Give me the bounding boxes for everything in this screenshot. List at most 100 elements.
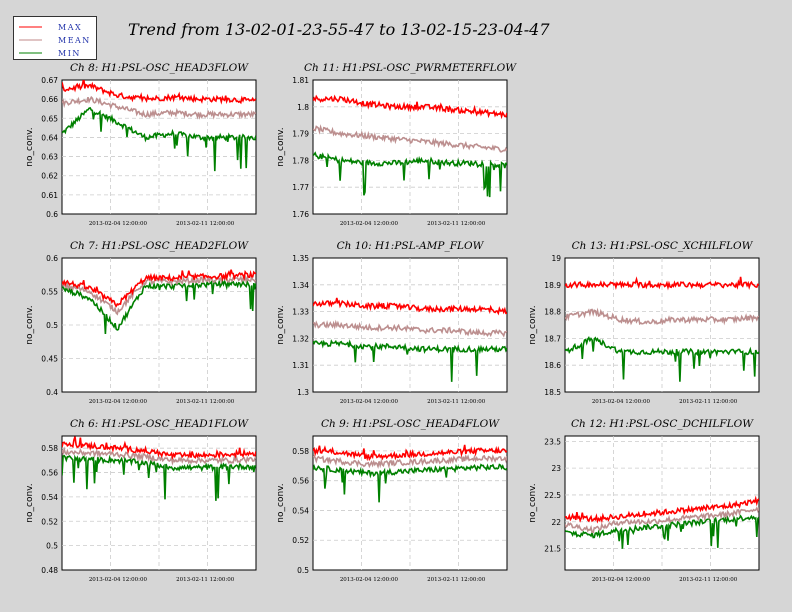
- y-tick-label: 18.7: [544, 334, 561, 343]
- y-tick-label: 1.76: [292, 210, 309, 219]
- y-tick-label: 0.62: [41, 172, 58, 181]
- chart-title: Ch 12: H1:PSL-OSC_DCHILFLOW: [571, 418, 754, 430]
- series-mean: [62, 446, 256, 466]
- x-tick-label: 2013-02-04 12:00:00: [89, 221, 148, 227]
- x-tick-label: 2013-02-04 12:00:00: [89, 577, 148, 583]
- y-tick-label: 18.5: [544, 388, 561, 397]
- series-max: [565, 276, 759, 291]
- y-tick-label: 23: [551, 464, 561, 473]
- y-tick-label: 0.64: [41, 133, 58, 142]
- chart-8: Ch 12: H1:PSL-OSC_DCHILFLOW 21.5 22 22.5 23 2…: [528, 418, 760, 583]
- y-tick-label: 18.8: [544, 308, 561, 317]
- x-tick-label: 2013-02-11 12:00:00: [176, 577, 235, 583]
- y-tick-label: 1.78: [292, 156, 309, 165]
- series-mean: [565, 506, 759, 534]
- x-tick-label: 2013-02-11 12:00:00: [679, 577, 738, 583]
- y-tick-label: 1.33: [292, 308, 309, 317]
- y-tick-label: 1.3: [297, 388, 309, 397]
- y-axis-label: no_conv.: [276, 127, 286, 166]
- y-tick-label: 0.54: [292, 506, 309, 515]
- series-min: [62, 106, 256, 172]
- y-tick-label: 1.32: [292, 334, 309, 343]
- y-tick-label: 1.79: [292, 130, 309, 139]
- series-min: [313, 463, 507, 503]
- y-tick-label: 0.65: [41, 114, 58, 123]
- y-tick-label: 0.56: [41, 469, 58, 478]
- y-tick-label: 18.9: [544, 281, 561, 290]
- series-mean: [313, 453, 507, 469]
- chart-title: Ch 13: H1:PSL-OSC_XCHILFLOW: [572, 240, 754, 252]
- chart-title: Ch 6: H1:PSL-OSC_HEAD1FLOW: [70, 418, 249, 430]
- series-min: [62, 454, 256, 501]
- y-tick-label: 0.55: [41, 288, 58, 297]
- x-tick-label: 2013-02-04 12:00:00: [592, 399, 651, 405]
- y-axis-label: no_conv.: [25, 483, 35, 522]
- series-max: [313, 94, 507, 120]
- y-tick-label: 0.5: [46, 542, 58, 551]
- chart-1: Ch 8: H1:PSL-OSC_HEAD3FLOW 0.6 0.61 0.62 0.6…: [25, 62, 257, 227]
- x-tick-label: 2013-02-04 12:00:00: [89, 399, 148, 405]
- y-tick-label: 0.66: [41, 95, 58, 104]
- y-axis-label: no_conv.: [528, 483, 538, 522]
- y-tick-label: 19: [551, 254, 561, 263]
- y-tick-label: 1.81: [292, 76, 309, 85]
- series-min: [565, 514, 759, 549]
- chart-7: Ch 9: H1:PSL-OSC_HEAD4FLOW 0.5 0.52 0.54 0.5…: [276, 418, 508, 583]
- y-tick-label: 0.5: [46, 321, 58, 330]
- series-max: [62, 436, 256, 461]
- legend-label-max: MAX: [58, 23, 82, 32]
- figure-title: Trend from 13-02-01-23-55-47 to 13-02-15…: [128, 20, 550, 39]
- series-min: [62, 278, 256, 335]
- chart-6: Ch 6: H1:PSL-OSC_HEAD1FLOW 0.48 0.5 0.52 0.5…: [25, 418, 257, 583]
- y-tick-label: 0.67: [41, 76, 58, 85]
- x-tick-label: 2013-02-11 12:00:00: [176, 221, 235, 227]
- legend: MAX MEAN MIN: [13, 16, 97, 60]
- y-tick-label: 1.8: [297, 103, 309, 112]
- series-max: [62, 269, 256, 308]
- x-tick-label: 2013-02-11 12:00:00: [679, 399, 738, 405]
- x-tick-label: 2013-02-04 12:00:00: [340, 399, 399, 405]
- chart-2: Ch 11: H1:PSL-OSC_PWRMETERFLOW 1.76 1.77 1.…: [276, 62, 517, 227]
- y-axis-label: no_conv.: [276, 483, 286, 522]
- y-tick-label: 0.52: [292, 536, 309, 545]
- series-mean: [313, 319, 507, 338]
- y-tick-label: 0.6: [46, 210, 58, 219]
- y-tick-label: 0.52: [41, 517, 58, 526]
- legend-label-min: MIN: [58, 49, 81, 58]
- y-tick-label: 21.5: [544, 545, 561, 554]
- series-mean: [313, 124, 507, 153]
- y-tick-label: 1.35: [292, 254, 309, 263]
- x-tick-label: 2013-02-11 12:00:00: [427, 577, 486, 583]
- y-tick-label: 0.54: [41, 493, 58, 502]
- chart-3: Ch 7: H1:PSL-OSC_HEAD2FLOW 0.4 0.45 0.5 0.55…: [25, 240, 257, 405]
- series-max: [62, 80, 256, 105]
- x-tick-label: 2013-02-04 12:00:00: [340, 577, 399, 583]
- y-tick-label: 0.5: [297, 566, 309, 575]
- x-tick-label: 2013-02-11 12:00:00: [427, 221, 486, 227]
- y-tick-label: 0.61: [41, 191, 58, 200]
- y-tick-label: 0.4: [46, 388, 58, 397]
- y-tick-label: 23.5: [544, 437, 561, 446]
- legend-svg: MAX MEAN MIN: [19, 23, 89, 58]
- chart-title: Ch 10: H1:PSL-AMP_FLOW: [337, 240, 485, 252]
- y-tick-label: 0.45: [41, 355, 58, 364]
- y-axis-label: no_conv.: [276, 305, 286, 344]
- series-min: [313, 339, 507, 382]
- y-tick-label: 1.77: [292, 183, 309, 192]
- y-tick-label: 22: [551, 518, 561, 527]
- y-tick-label: 0.6: [46, 254, 58, 263]
- series-min: [565, 336, 759, 382]
- chart-4: Ch 10: H1:PSL-AMP_FLOW 1.3 1.31 1.32 1.33 1.3…: [276, 240, 508, 405]
- series-max: [565, 495, 759, 524]
- y-tick-label: 0.56: [292, 477, 309, 486]
- y-tick-label: 0.58: [292, 447, 309, 456]
- chart-title: Ch 8: H1:PSL-OSC_HEAD3FLOW: [70, 62, 249, 74]
- y-tick-label: 1.31: [292, 361, 309, 370]
- x-tick-label: 2013-02-04 12:00:00: [592, 577, 651, 583]
- x-tick-label: 2013-02-11 12:00:00: [427, 399, 486, 405]
- chart-title: Ch 9: H1:PSL-OSC_HEAD4FLOW: [321, 418, 500, 430]
- y-axis-label: no_conv.: [25, 305, 35, 344]
- y-tick-label: 22.5: [544, 491, 561, 500]
- chart-title: Ch 7: H1:PSL-OSC_HEAD2FLOW: [70, 240, 249, 252]
